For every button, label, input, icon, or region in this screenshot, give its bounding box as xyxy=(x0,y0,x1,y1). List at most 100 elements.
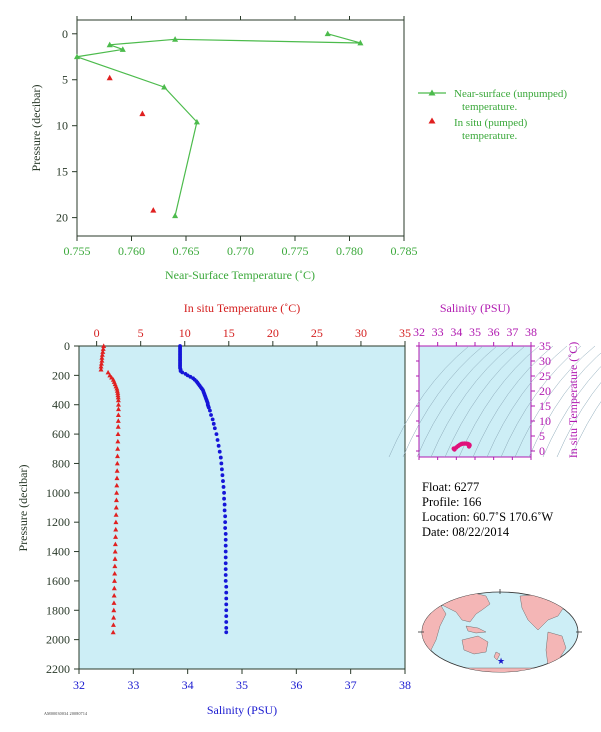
temperature-point xyxy=(114,385,120,391)
legend-unpumped-marker xyxy=(428,89,436,96)
ts-y-tick-label: 30 xyxy=(539,354,551,368)
top-x-tick-label: 20 xyxy=(267,326,279,340)
salinity-point xyxy=(223,561,228,566)
salinity-point xyxy=(223,549,228,554)
salinity-point xyxy=(223,579,228,583)
temperature-point xyxy=(115,431,121,437)
x-tick-label: 0.780 xyxy=(336,244,363,258)
salinity-point xyxy=(223,567,228,572)
temperature-point xyxy=(100,346,106,351)
y-tick-label: 2200 xyxy=(46,662,70,676)
density-contour xyxy=(528,352,601,458)
salinity-point xyxy=(223,543,228,548)
temperature-point xyxy=(115,412,121,417)
ts-x-tick-label: 38 xyxy=(525,325,537,339)
bottom-x-tick-label: 37 xyxy=(345,678,357,692)
ts-ylabel: In situ Temperature (˚C) xyxy=(566,342,580,459)
ts-y-tick-label: 20 xyxy=(539,384,551,398)
salinity-point xyxy=(223,526,228,530)
density-contour xyxy=(486,345,568,458)
top-x-tick-label: 0 xyxy=(94,326,100,340)
salinity-point xyxy=(223,520,228,525)
salinity-point xyxy=(223,514,228,519)
salinity-point xyxy=(206,405,211,410)
salinity-point xyxy=(208,408,212,413)
bottom-x-tick-label: 36 xyxy=(290,678,302,692)
temperature-point xyxy=(116,406,121,412)
density-contour xyxy=(570,401,601,458)
top-x-tick-label: 10 xyxy=(179,326,191,340)
x-tick-label: 0.770 xyxy=(227,244,254,258)
data-point xyxy=(119,46,126,52)
near-surface-temperature-chart: 0.755 0.760 0.765 0.770 0.775 0.780 0.785 0 5 10 1… xyxy=(29,16,567,282)
figure-stamp: AM00030034 20080714 xyxy=(44,711,88,716)
salinity-point xyxy=(223,555,228,560)
temperature-point xyxy=(112,548,118,554)
y-tick-label: 5 xyxy=(62,73,68,87)
ts-y-tick-label: 0 xyxy=(539,444,545,458)
salinity-point xyxy=(215,438,220,442)
y-tick-label: 200 xyxy=(52,368,70,382)
temperature-point xyxy=(113,534,119,539)
salinity-point xyxy=(224,602,229,607)
temperature-point xyxy=(115,418,121,423)
salinity-point xyxy=(224,596,229,601)
density-contour xyxy=(514,345,596,458)
x-tick-label: 0.755 xyxy=(64,244,91,258)
ts-y-tick-label: 35 xyxy=(539,339,551,353)
map-land-new-zealand xyxy=(493,651,501,661)
temperature-point xyxy=(98,366,104,372)
density-contour xyxy=(444,345,526,458)
y-tick-label: 0 xyxy=(64,339,70,353)
data-point xyxy=(73,53,81,60)
profile-bottom-xlabel: Salinity (PSU) xyxy=(207,703,277,717)
temperature-point xyxy=(112,556,118,561)
density-contour xyxy=(388,345,470,458)
salinity-point xyxy=(210,417,215,422)
salinity-point xyxy=(224,630,229,635)
temperature-point xyxy=(111,585,117,591)
temperature-point xyxy=(115,397,121,403)
legend-pumped-label-2: temperature. xyxy=(462,130,518,142)
temperature-point xyxy=(98,361,104,366)
density-contour xyxy=(500,345,582,458)
temperature-point xyxy=(99,352,105,357)
salinity-point xyxy=(221,485,226,489)
temperature-point xyxy=(112,541,118,547)
float-number: Float: 6277 xyxy=(422,480,480,494)
temperature-point xyxy=(105,369,111,375)
y-tick-label: 600 xyxy=(52,427,70,441)
data-point xyxy=(161,83,168,90)
temperature-point xyxy=(111,592,117,598)
data-point xyxy=(172,212,179,219)
profile-number: Profile: 166 xyxy=(422,495,482,509)
salinity-point xyxy=(224,584,229,589)
legend-pumped-marker xyxy=(428,117,436,124)
temperature-point xyxy=(115,392,121,398)
ts-y-tick-label: 25 xyxy=(539,369,551,383)
temperature-point xyxy=(112,563,118,569)
temperature-point xyxy=(115,424,121,429)
temperature-point xyxy=(110,622,116,627)
top-x-tick-label: 25 xyxy=(311,326,323,340)
salinity-point xyxy=(222,496,226,501)
temperature-point xyxy=(115,394,121,400)
data-point xyxy=(106,41,113,48)
density-contour xyxy=(430,345,512,458)
ts-x-tick-label: 34 xyxy=(450,325,462,339)
salinity-point xyxy=(218,455,223,460)
temperature-point xyxy=(101,343,107,348)
temperature-point xyxy=(116,402,121,407)
profile-plot-background xyxy=(78,345,406,670)
map-land-antarctica xyxy=(429,667,571,672)
temperature-point xyxy=(115,438,121,444)
ts-y-tick-label: 15 xyxy=(539,399,551,413)
top-x-tick-label: 30 xyxy=(355,326,367,340)
y-tick-label: 400 xyxy=(52,398,70,412)
salinity-point xyxy=(223,537,228,542)
salinity-point xyxy=(221,479,225,483)
float-location: Location: 60.7˚S 170.6˚W xyxy=(422,510,554,524)
x-tick-label: 0.760 xyxy=(118,244,145,258)
